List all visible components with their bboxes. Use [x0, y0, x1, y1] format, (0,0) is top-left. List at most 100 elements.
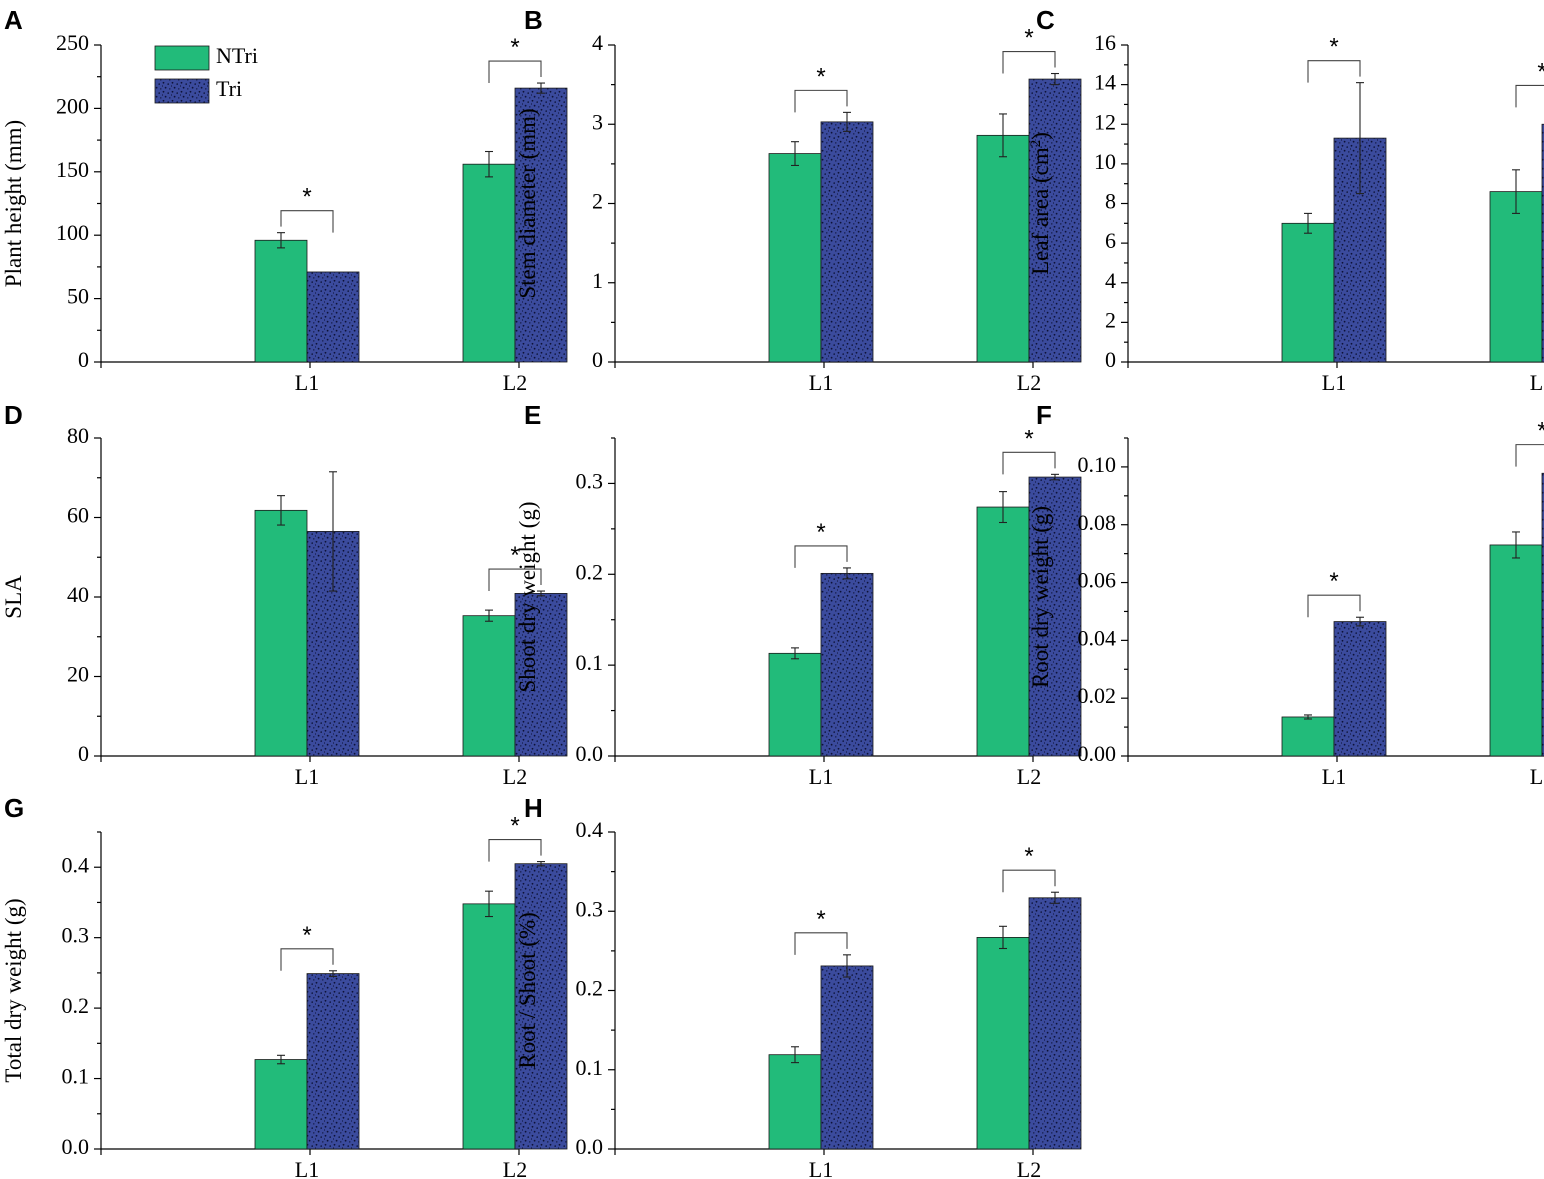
- y-axis-title: Root / Shoot (%): [515, 912, 540, 1069]
- y-tick-label: 0.10: [1078, 452, 1117, 477]
- y-tick-label: 0: [1105, 347, 1116, 372]
- significance-bracket: [1515, 84, 1544, 108]
- category-label-l1: L1: [295, 370, 319, 395]
- panel-letter: C: [1036, 5, 1055, 35]
- panel-letter: A: [4, 5, 23, 35]
- y-tick-label: 0.08: [1078, 510, 1117, 535]
- category-label-l2: L2: [1017, 1157, 1041, 1179]
- legend-swatch-tri: [154, 78, 210, 104]
- category-label-l2: L2: [1530, 764, 1544, 789]
- y-tick-label: 8: [1105, 189, 1116, 214]
- significance-bracket: [794, 545, 848, 568]
- bar-tri-l2: [514, 87, 568, 363]
- bar-ntri-l1: [254, 1059, 308, 1150]
- category-label-l2: L2: [1017, 370, 1041, 395]
- y-tick-label: 0.1: [62, 1064, 90, 1089]
- category-label-l2: L2: [1530, 370, 1544, 395]
- y-tick-label: 20: [67, 662, 89, 687]
- y-tick-label: 10: [1094, 149, 1116, 174]
- bar-tri-l1: [820, 121, 874, 363]
- y-axis-title: SLA: [1, 575, 26, 619]
- y-tick-label: 0.0: [576, 741, 604, 766]
- significance-star: *: [1024, 843, 1033, 870]
- y-tick-label: 2: [592, 189, 603, 214]
- significance-star: *: [1537, 418, 1544, 445]
- y-tick-label: 0.2: [62, 993, 90, 1018]
- significance-bracket: [1002, 451, 1056, 475]
- panel-b: B 0 1 2 3 4 Stem diameter (mm) L1 * L2 *: [515, 5, 1082, 395]
- y-tick-label: 250: [56, 30, 89, 55]
- category-label-l1: L1: [809, 370, 833, 395]
- y-tick-label: 4: [592, 30, 603, 55]
- significance-bracket: [488, 839, 542, 862]
- category-label-l2: L2: [503, 370, 527, 395]
- bar-tri-l2: [1541, 123, 1544, 363]
- significance-star: *: [1024, 25, 1033, 52]
- y-tick-label: 0.02: [1078, 683, 1117, 708]
- y-tick-label: 0: [592, 347, 603, 372]
- significance-bracket: [1002, 50, 1056, 74]
- significance-star: *: [510, 34, 519, 61]
- bar-ntri-l2: [462, 903, 516, 1150]
- category-label-l2: L2: [503, 1157, 527, 1179]
- y-axis-title: Shoot dry weight (g): [515, 501, 540, 692]
- legend-swatch-ntri: [154, 45, 210, 71]
- y-tick-label: 60: [67, 503, 89, 528]
- bar-ntri-l2: [976, 134, 1030, 363]
- significance-bracket: [488, 568, 542, 592]
- bar-tri-l1: [306, 973, 360, 1150]
- significance-bracket: [1002, 869, 1056, 893]
- bar-tri-l1: [1333, 621, 1387, 757]
- bar-tri-l1: [820, 965, 874, 1150]
- panel-letter: G: [4, 793, 24, 823]
- significance-star: *: [1537, 58, 1544, 85]
- bar-ntri-l1: [254, 239, 308, 363]
- y-tick-label: 3: [592, 109, 603, 134]
- significance-star: *: [510, 542, 519, 569]
- y-tick-label: 150: [56, 157, 89, 182]
- panel-letter: H: [524, 793, 543, 823]
- bar-tri-l2: [1028, 897, 1082, 1150]
- significance-star: *: [1024, 425, 1033, 452]
- y-tick-label: 0.3: [62, 923, 90, 948]
- bar-ntri-l2: [976, 506, 1030, 757]
- category-label-l2: L2: [503, 764, 527, 789]
- bar-ntri-l1: [768, 1054, 822, 1150]
- significance-star: *: [1329, 568, 1338, 595]
- y-tick-label: 0: [78, 347, 89, 372]
- category-label-l1: L1: [295, 1157, 319, 1179]
- y-tick-label: 1: [592, 268, 603, 293]
- significance-star: *: [816, 519, 825, 546]
- significance-star: *: [816, 63, 825, 90]
- panel-letter: F: [1036, 400, 1052, 430]
- category-label-l1: L1: [809, 1157, 833, 1179]
- bar-ntri-l1: [254, 509, 308, 757]
- bar-tri-l2: [1541, 472, 1544, 757]
- y-tick-label: 4: [1105, 268, 1116, 293]
- category-label-l1: L1: [1322, 764, 1346, 789]
- legend: NTri Tri: [154, 43, 258, 104]
- bar-ntri-l2: [462, 615, 516, 757]
- y-tick-label: 0.2: [576, 559, 604, 584]
- y-tick-label: 0.4: [62, 852, 90, 877]
- y-tick-label: 0.1: [576, 650, 604, 675]
- significance-star: *: [816, 906, 825, 933]
- significance-bracket: [1515, 444, 1544, 467]
- legend-label-tri: Tri: [216, 76, 242, 101]
- significance-star: *: [510, 813, 519, 840]
- y-tick-label: 200: [56, 93, 89, 118]
- significance-bracket: [280, 948, 334, 971]
- y-tick-label: 2: [1105, 307, 1116, 332]
- y-axis-title: Total dry weight (g): [1, 898, 26, 1082]
- bar-tri-l2: [514, 593, 568, 757]
- significance-bracket: [1307, 60, 1361, 83]
- y-axis-title: Leaf area (cm2): [1028, 132, 1053, 275]
- category-label-l1: L1: [295, 764, 319, 789]
- y-tick-label: 0.3: [576, 896, 604, 921]
- y-tick-label: 0.00: [1078, 741, 1117, 766]
- bar-ntri-l1: [1281, 222, 1335, 363]
- panel-e: E 0.0 0.1 0.2 0.3 Shoot dry weight (g) L1 * L2 *: [515, 400, 1082, 789]
- bar-ntri-l2: [976, 937, 1030, 1150]
- y-tick-label: 0.4: [576, 817, 604, 842]
